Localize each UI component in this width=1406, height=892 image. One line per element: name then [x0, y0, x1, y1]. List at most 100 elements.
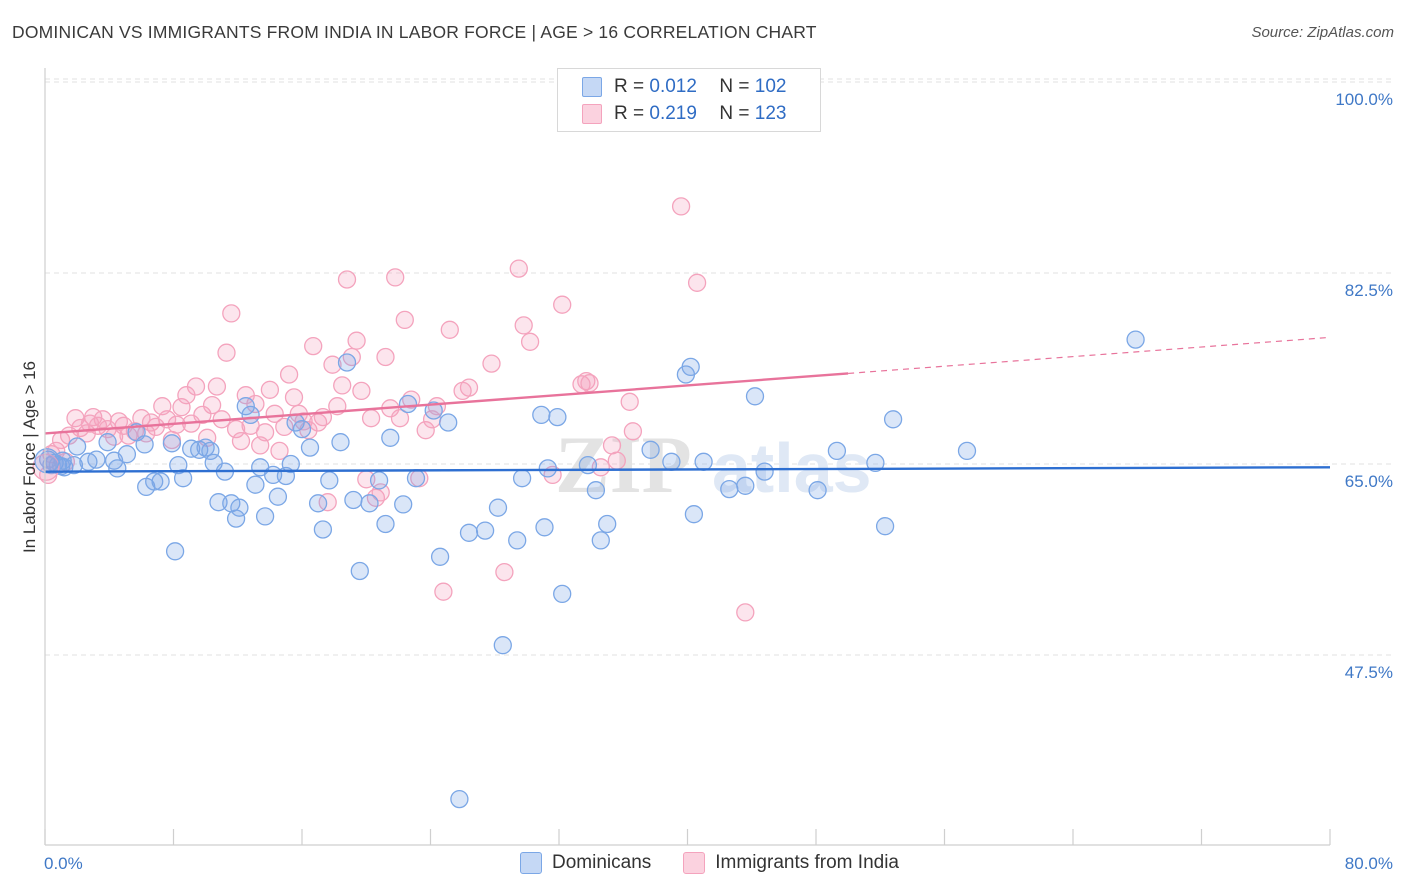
india-point[interactable]: [376, 347, 395, 367]
india-point[interactable]: [32, 453, 60, 481]
india-point[interactable]: [509, 259, 528, 278]
dominicans-point[interactable]: [662, 452, 681, 471]
india-point[interactable]: [217, 343, 236, 362]
dominicans-point[interactable]: [308, 494, 328, 513]
india-point[interactable]: [318, 493, 337, 512]
dominicans-point[interactable]: [173, 469, 193, 488]
dominicans-point[interactable]: [459, 523, 479, 542]
dominicans-point[interactable]: [331, 433, 350, 452]
india-point[interactable]: [333, 376, 352, 395]
india-point[interactable]: [207, 377, 227, 396]
dominicans-point[interactable]: [394, 495, 413, 514]
dominicans-point[interactable]: [598, 514, 617, 534]
dominicans-point[interactable]: [313, 520, 333, 539]
dominicans-point[interactable]: [720, 479, 739, 499]
dominicans-point[interactable]: [827, 441, 847, 461]
india-point[interactable]: [416, 421, 435, 440]
dominicans-point[interactable]: [424, 401, 443, 420]
india-point[interactable]: [323, 355, 342, 374]
dominicans-point[interactable]: [151, 472, 170, 491]
dominicans-point[interactable]: [117, 445, 137, 464]
india-point[interactable]: [226, 419, 246, 439]
dominicans-point[interactable]: [381, 428, 400, 447]
india-point[interactable]: [279, 365, 299, 384]
dominicans-point[interactable]: [145, 472, 164, 491]
dominicans-point[interactable]: [236, 397, 255, 416]
india-point[interactable]: [620, 392, 639, 411]
dominicans-point[interactable]: [553, 584, 572, 604]
dominicans-point[interactable]: [755, 462, 774, 481]
india-point[interactable]: [553, 295, 572, 314]
india-point[interactable]: [482, 354, 501, 373]
dominicans-point[interactable]: [87, 450, 106, 469]
dominicans-point[interactable]: [67, 437, 87, 456]
dominicans-point[interactable]: [337, 353, 357, 372]
india-point[interactable]: [270, 441, 289, 461]
india-point[interactable]: [386, 268, 405, 287]
dominicans-point[interactable]: [398, 394, 418, 414]
india-point[interactable]: [607, 451, 626, 470]
india-point[interactable]: [347, 331, 366, 350]
india-point[interactable]: [202, 395, 222, 415]
dominicans-point[interactable]: [162, 434, 182, 453]
india-point[interactable]: [193, 405, 212, 425]
dominicans-point[interactable]: [578, 455, 598, 475]
india-point[interactable]: [671, 197, 691, 216]
india-point[interactable]: [231, 431, 251, 451]
dominicans-point[interactable]: [165, 542, 185, 561]
india-point[interactable]: [275, 417, 294, 437]
dominicans-point[interactable]: [376, 514, 395, 534]
dominicans-point[interactable]: [681, 357, 700, 377]
dominicans-point[interactable]: [450, 789, 469, 809]
dominicans-point[interactable]: [512, 469, 532, 488]
dominicans-point[interactable]: [64, 455, 84, 475]
india-point[interactable]: [390, 409, 410, 428]
india-point[interactable]: [440, 320, 459, 339]
dominicans-point[interactable]: [684, 505, 704, 524]
dominicans-point[interactable]: [538, 459, 557, 478]
dominicans-point[interactable]: [488, 498, 508, 517]
india-point[interactable]: [255, 423, 275, 442]
dominicans-point[interactable]: [300, 438, 320, 457]
dominicans-point[interactable]: [866, 453, 885, 473]
india-point[interactable]: [580, 374, 599, 393]
dominicans-point[interactable]: [135, 435, 154, 454]
india-point[interactable]: [186, 377, 206, 396]
dominicans-point[interactable]: [957, 441, 977, 461]
dominicans-point[interactable]: [98, 433, 117, 452]
dominicans-point[interactable]: [230, 498, 249, 517]
india-point[interactable]: [352, 381, 371, 401]
dominicans-point[interactable]: [350, 561, 369, 581]
dominicans-point[interactable]: [493, 636, 512, 655]
dominicans-point[interactable]: [535, 518, 554, 537]
dominicans-point[interactable]: [439, 413, 458, 432]
india-point[interactable]: [736, 603, 755, 622]
dominicans-point[interactable]: [736, 476, 755, 495]
legend-item-india[interactable]: Immigrants from India: [683, 852, 899, 874]
india-point[interactable]: [687, 273, 707, 292]
dominicans-point[interactable]: [641, 440, 660, 459]
dominicans-point[interactable]: [808, 481, 827, 500]
legend-item-dominicans[interactable]: Dominicans: [520, 852, 651, 874]
dominicans-point[interactable]: [745, 387, 765, 406]
dominicans-point[interactable]: [406, 469, 426, 488]
dominicans-point[interactable]: [694, 452, 713, 471]
dominicans-point[interactable]: [201, 441, 220, 461]
dominicans-point[interactable]: [360, 494, 379, 513]
dominicans-point[interactable]: [369, 471, 389, 490]
india-point[interactable]: [265, 404, 284, 423]
dominicans-point[interactable]: [1126, 330, 1145, 349]
india-point[interactable]: [459, 378, 479, 397]
dominicans-point[interactable]: [292, 419, 312, 439]
india-point[interactable]: [577, 371, 596, 391]
dominicans-point[interactable]: [255, 507, 275, 526]
dominicans-point[interactable]: [241, 405, 260, 425]
dominicans-point[interactable]: [268, 487, 288, 506]
india-point[interactable]: [304, 336, 323, 356]
dominicans-point[interactable]: [320, 471, 339, 490]
dominicans-point[interactable]: [883, 410, 903, 429]
india-point[interactable]: [520, 332, 540, 351]
dominicans-point[interactable]: [281, 454, 300, 474]
dominicans-point[interactable]: [108, 459, 127, 478]
india-point[interactable]: [260, 380, 280, 399]
